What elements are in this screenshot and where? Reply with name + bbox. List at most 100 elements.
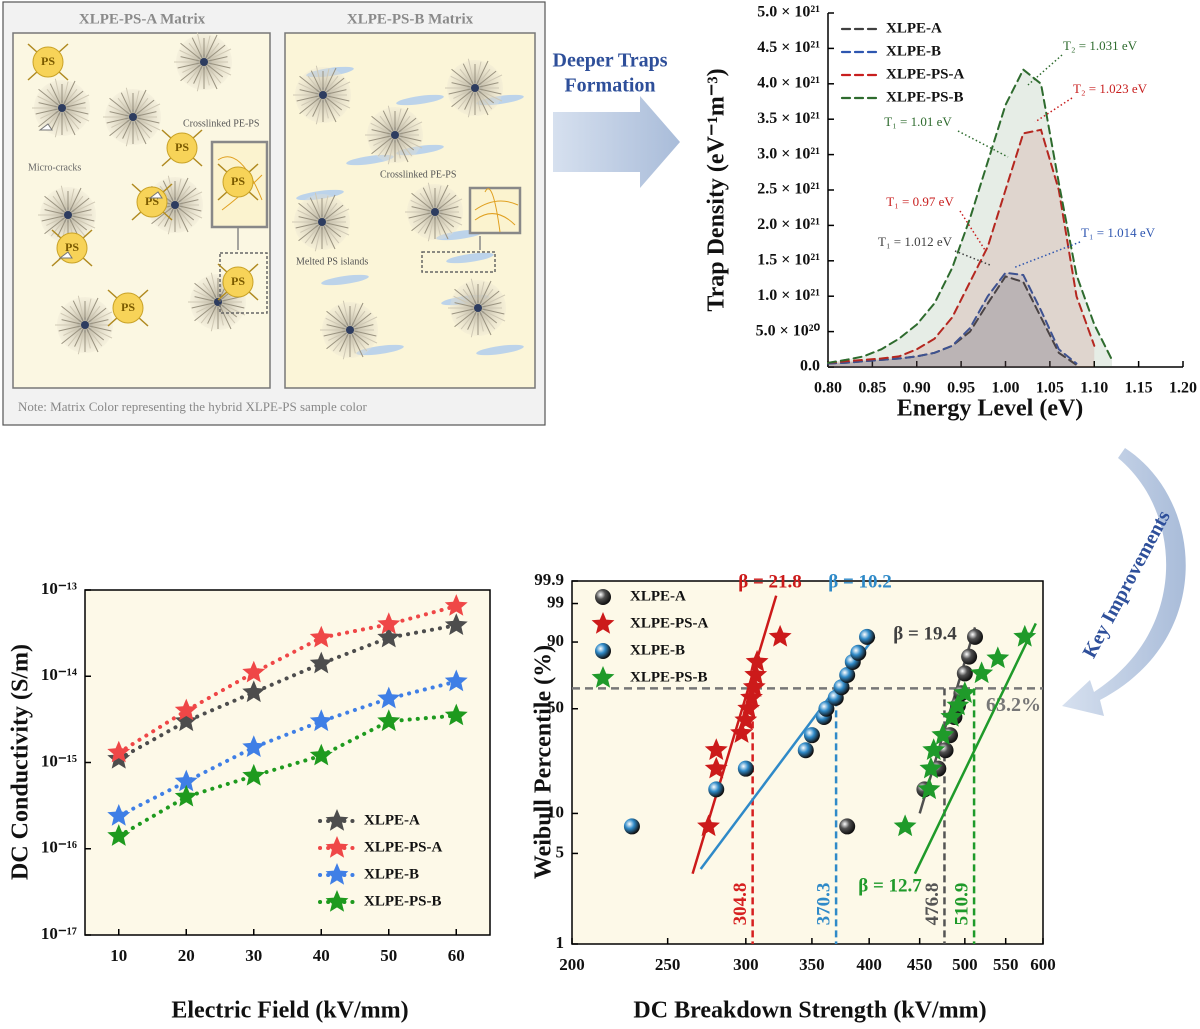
crosslink-strand bbox=[474, 213, 516, 226]
star-marker bbox=[377, 709, 401, 732]
spherulite-fiber bbox=[371, 115, 396, 136]
y-tick-label: 10⁻¹⁷ bbox=[41, 924, 77, 943]
legend-label: XLPE-B bbox=[630, 642, 685, 658]
spherulite-fiber bbox=[349, 329, 364, 358]
spherulite-fiber bbox=[109, 116, 134, 137]
ps-island bbox=[446, 252, 494, 264]
x-axis-title: Energy Level (eV) bbox=[897, 396, 1084, 422]
y-tick-label: 4.0 × 10²¹ bbox=[757, 74, 820, 91]
spherulite-fiber bbox=[194, 296, 219, 303]
spherulite-fiber bbox=[434, 184, 449, 213]
spherulite-fiber bbox=[326, 329, 351, 350]
spherulite-fiber bbox=[132, 89, 147, 118]
star-marker bbox=[970, 661, 994, 684]
spherulite-fiber bbox=[205, 277, 219, 303]
spherulite-fiber bbox=[196, 32, 205, 63]
spherulite-fiber bbox=[217, 301, 245, 309]
panel-b-title: XLPE-PS-B Matrix bbox=[347, 11, 474, 27]
star-marker bbox=[946, 693, 970, 716]
spherulite-fiber bbox=[35, 107, 63, 115]
spherulite-fiber bbox=[203, 61, 222, 84]
spherulite-fiber bbox=[434, 211, 462, 219]
y-tick-label: 10 bbox=[547, 802, 564, 821]
spherulite-fiber bbox=[106, 116, 134, 124]
spherulite-core bbox=[81, 321, 89, 329]
ps-label: PS bbox=[121, 300, 135, 314]
spherulite-fiber bbox=[217, 301, 246, 316]
spherulite-fiber bbox=[394, 129, 419, 136]
star-marker bbox=[174, 769, 198, 792]
spherulite-fiber bbox=[298, 82, 324, 96]
spherulite-fiber bbox=[321, 221, 349, 229]
legend-label: XLPE-B bbox=[364, 866, 419, 882]
spherulite-fiber bbox=[368, 134, 396, 142]
spherulite-fiber bbox=[470, 307, 479, 338]
spherulite-fiber bbox=[297, 209, 323, 223]
star-marker bbox=[309, 743, 333, 766]
spherulite-fiber bbox=[120, 92, 134, 118]
panel-a-title: XLPE-PS-A Matrix bbox=[79, 11, 206, 27]
y-tick-label: 1.0 × 10²¹ bbox=[757, 287, 820, 304]
y-tick-label: 10⁻¹⁵ bbox=[41, 751, 77, 770]
x-tick-label: 1.20 bbox=[1169, 380, 1197, 397]
spherulite-fiber bbox=[408, 211, 436, 219]
spherulite-fiber bbox=[72, 300, 86, 326]
spherulite-fiber bbox=[84, 297, 99, 326]
spherulite-fiber bbox=[349, 302, 364, 331]
crosslinked-label: Crosslinked PE-PS bbox=[380, 169, 456, 180]
spherulite-fiber bbox=[217, 301, 224, 326]
spherulite-fiber bbox=[434, 211, 449, 240]
annotation: T₂ = 1.023 eV bbox=[1073, 81, 1148, 96]
spherulite-fiber bbox=[194, 282, 219, 303]
spherulite-fiber bbox=[109, 97, 134, 118]
star-marker bbox=[242, 735, 266, 757]
spherulite-fiber bbox=[474, 87, 493, 110]
crosslinked-label: Crosslinked PE-PS bbox=[183, 118, 259, 129]
ps-particle bbox=[166, 132, 198, 164]
star-marker bbox=[309, 625, 333, 648]
spherulite-fiber bbox=[179, 49, 205, 63]
spherulite-fiber bbox=[191, 37, 205, 63]
dashed-box bbox=[421, 251, 496, 273]
spherulite-fiber bbox=[332, 329, 351, 352]
spherulite-fiber bbox=[298, 221, 323, 242]
x-tick-label: 0.95 bbox=[947, 380, 975, 397]
annotation: β = 19.4 bbox=[893, 623, 957, 644]
legend-swatch bbox=[591, 666, 615, 688]
legend-label: XLPE-PS-B bbox=[886, 89, 964, 105]
spherulite-fiber bbox=[305, 94, 324, 117]
spherulite-fiber bbox=[61, 81, 69, 109]
spherulite-fiber bbox=[477, 307, 492, 336]
star-marker bbox=[242, 763, 266, 786]
star-marker bbox=[1013, 624, 1037, 647]
spherulite-fiber bbox=[410, 199, 436, 213]
star-marker bbox=[742, 675, 766, 697]
spherulite-fiber bbox=[162, 180, 176, 206]
legend-label: XLPE-A bbox=[886, 20, 942, 36]
spherulite-fiber bbox=[174, 178, 182, 206]
spherulite-fiber bbox=[454, 302, 479, 309]
ps-particle bbox=[222, 166, 254, 198]
spherulite-fiber bbox=[427, 211, 436, 242]
threshold-label: 370.3 bbox=[813, 883, 834, 926]
spherulite-fiber bbox=[174, 204, 189, 233]
legend-label: XLPE-PS-B bbox=[630, 669, 708, 685]
star-marker bbox=[986, 646, 1010, 669]
legend-swatch bbox=[325, 890, 349, 912]
y-tick-label: 1.5 × 10²¹ bbox=[757, 251, 820, 268]
curved-arrow bbox=[1062, 448, 1186, 716]
x-tick-label: 350 bbox=[799, 955, 825, 974]
star-marker bbox=[917, 777, 941, 800]
arrow-label: Deeper Traps bbox=[553, 50, 668, 72]
y-tick-label: 10⁻¹³ bbox=[41, 579, 77, 598]
spherulite-fiber bbox=[132, 116, 161, 131]
spherulite-fiber bbox=[203, 61, 218, 90]
spherulite-fiber bbox=[387, 134, 396, 165]
spherulite-fiber bbox=[55, 190, 69, 216]
spherulite-fiber bbox=[434, 211, 463, 226]
spherulite-fiber bbox=[322, 89, 347, 96]
spherulite-fiber bbox=[300, 221, 323, 233]
spherulite-fiber bbox=[61, 324, 86, 345]
reference-label: 63.2% bbox=[986, 694, 1041, 716]
spherulite-fiber bbox=[321, 195, 329, 223]
